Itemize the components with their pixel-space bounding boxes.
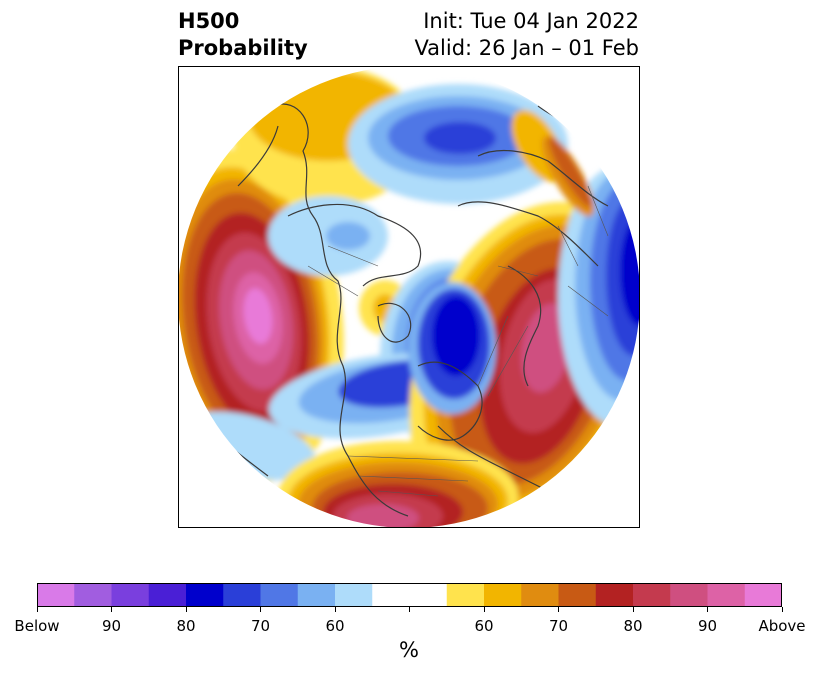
colorbar-tick-mark <box>781 607 783 612</box>
valid-range: Valid: 26 Jan – 01 Feb <box>414 36 639 60</box>
anomaly-atlantic-above <box>521 303 571 393</box>
colorbar-cell <box>223 583 261 607</box>
colorbar-cell <box>260 583 299 607</box>
colorbar-cell <box>74 583 112 607</box>
colorbar-tick-mark <box>483 607 485 612</box>
title-left: H500 Probability <box>178 8 308 62</box>
colorbar-cell <box>633 583 671 607</box>
title-variable: H500 <box>178 9 240 33</box>
anomaly-arctic-below <box>326 222 370 250</box>
colorbar-cell <box>409 583 448 607</box>
title-product: Probability <box>178 36 308 60</box>
colorbar-tick-label: 90 <box>697 617 718 635</box>
colorbar-tick-label: 80 <box>176 617 196 635</box>
colorbar-cell <box>335 583 373 607</box>
colorbar-cell <box>372 583 410 607</box>
colorbar-tick-label: 60 <box>474 617 494 635</box>
colorbar-cell <box>111 583 150 607</box>
colorbar-tick-mark <box>185 607 187 612</box>
colorbar-tick-label: 70 <box>548 617 569 635</box>
colorbar-cell <box>484 583 522 607</box>
colorbar-tick-label: 80 <box>623 617 643 635</box>
colorbar <box>37 583 782 607</box>
colorbar-tick-mark <box>334 607 336 612</box>
colorbar-cell <box>595 583 634 607</box>
colorbar-tick-mark <box>409 607 410 612</box>
anomaly-north-below <box>424 122 496 154</box>
colorbar-cell <box>37 583 75 607</box>
colorbar-tick-mark <box>260 607 261 612</box>
colorbar-tick-mark <box>111 607 112 612</box>
colorbar-tick-label: 60 <box>325 617 345 635</box>
colorbar-cell <box>521 583 559 607</box>
colorbar-tick-label: 70 <box>250 617 271 635</box>
polar-map <box>178 66 640 528</box>
colorbar-tick-label: Below <box>14 617 60 635</box>
colorbar-tick-mark <box>36 607 38 612</box>
colorbar-tick-label: Above <box>758 617 806 635</box>
map-frame <box>178 66 640 528</box>
probability-field <box>178 66 640 528</box>
colorbar-tick-mark <box>632 607 634 612</box>
colorbar-cell <box>558 583 597 607</box>
title-right: Init: Tue 04 Jan 2022 Valid: 26 Jan – 01… <box>414 8 639 62</box>
colorbar-cell <box>148 583 187 607</box>
anomaly-pacific-above <box>243 288 273 344</box>
anomaly-siberia-below <box>620 216 640 326</box>
colorbar-cell <box>670 583 708 607</box>
colorbar-cell <box>297 583 336 607</box>
colorbar-cell <box>446 583 485 607</box>
anomaly-northeast-above <box>548 137 592 207</box>
colorbar-tick-mark <box>558 607 559 612</box>
init-date: Init: Tue 04 Jan 2022 <box>423 9 639 33</box>
colorbar-tick-label: 90 <box>101 617 122 635</box>
colorbar-cell <box>186 583 224 607</box>
colorbar-cell <box>707 583 746 607</box>
colorbar-tick-mark <box>707 607 708 612</box>
political-borders <box>307 185 609 497</box>
colorbar-cell <box>744 583 782 607</box>
anomaly-central-below <box>432 296 480 376</box>
colorbar-units: % <box>399 638 419 662</box>
